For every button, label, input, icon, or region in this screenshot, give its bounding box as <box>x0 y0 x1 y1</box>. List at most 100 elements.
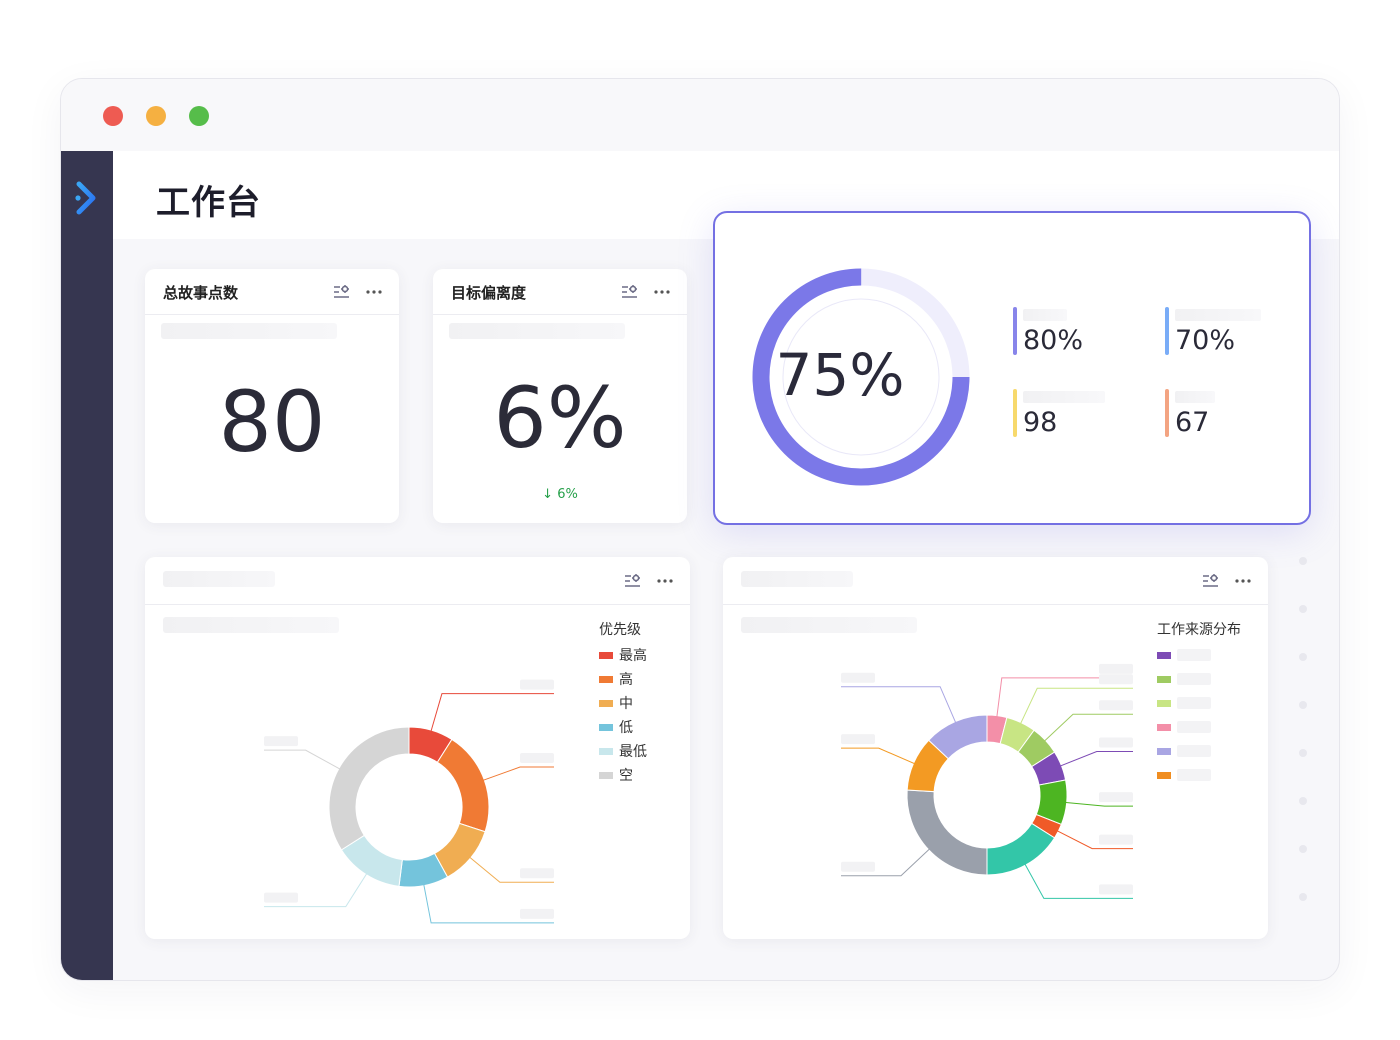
placeholder-label <box>1177 697 1211 709</box>
slice-label-placeholder <box>1099 737 1133 748</box>
more-icon[interactable] <box>656 573 674 589</box>
legend-item[interactable]: 高 <box>599 667 647 691</box>
slice-label-placeholder <box>841 861 875 872</box>
leader-line <box>1019 687 1133 725</box>
legend-swatch <box>599 771 613 779</box>
leader-line <box>482 766 554 782</box>
placeholder-text <box>449 323 625 339</box>
gauge-progress-arc <box>752 268 970 486</box>
placeholder-label <box>1177 721 1211 733</box>
settings-list-icon[interactable] <box>1202 573 1220 589</box>
placeholder-label <box>1177 673 1211 685</box>
page-title: 工作台 <box>156 183 261 223</box>
legend-swatch <box>599 699 613 707</box>
app-logo-icon[interactable] <box>73 181 99 217</box>
stat-value: 67 <box>1175 407 1210 438</box>
legend-item[interactable]: 最低 <box>599 739 647 763</box>
source-chart-card: 工作来源分布 <box>723 557 1268 939</box>
placeholder-title <box>741 571 853 587</box>
scroll-dot <box>1299 893 1307 901</box>
leader-line <box>1059 751 1133 767</box>
legend-item[interactable]: 最高 <box>599 643 647 667</box>
donut-slice[interactable] <box>906 789 988 876</box>
slice-label-placeholder <box>520 679 554 690</box>
priority-chart-card: 优先级 最高 高 中 低 最低 空 <box>145 557 690 939</box>
donut-slice[interactable] <box>986 822 1056 876</box>
title-bar <box>61 79 1339 151</box>
legend-swatch <box>1157 699 1171 707</box>
gauge-value: 75% <box>775 341 905 409</box>
leader-line <box>1056 829 1133 850</box>
legend-label: 最高 <box>619 648 647 664</box>
scroll-dot <box>1299 557 1307 565</box>
settings-list-icon[interactable] <box>621 284 639 300</box>
card-title: 目标偏离度 <box>451 284 527 302</box>
legend-item[interactable]: 低 <box>599 715 647 739</box>
legend-item[interactable] <box>1157 739 1241 763</box>
stat-color-bar <box>1013 307 1017 355</box>
legend-swatch <box>1157 723 1171 731</box>
legend-item[interactable] <box>1157 763 1241 787</box>
more-icon[interactable] <box>365 284 383 300</box>
stat-value: 70% <box>1175 325 1236 356</box>
slice-label-placeholder <box>1099 663 1133 674</box>
leader-line <box>1064 801 1133 807</box>
scroll-dot <box>1299 605 1307 613</box>
goal-deviation-value: 6% <box>493 369 627 467</box>
legend-swatch <box>1157 651 1171 659</box>
stat-color-bar <box>1165 307 1169 355</box>
scroll-dot <box>1299 749 1307 757</box>
close-window-button[interactable] <box>103 106 123 126</box>
card-title: 总故事点数 <box>163 284 239 302</box>
app-window: 工作台 总故事点数 80 目标偏离度 <box>60 78 1340 981</box>
source-donut-chart <box>841 663 1133 899</box>
leader-line <box>264 872 368 908</box>
stat-color-bar <box>1013 389 1017 437</box>
maximize-window-button[interactable] <box>189 106 209 126</box>
placeholder-text <box>163 617 339 633</box>
more-icon[interactable] <box>653 284 671 300</box>
stat-value: 98 <box>1023 407 1058 438</box>
card-header <box>723 557 1268 605</box>
scroll-dot <box>1299 701 1307 709</box>
slice-label-placeholder <box>1099 792 1133 803</box>
placeholder-text <box>1175 309 1261 321</box>
scroll-dot <box>1299 845 1307 853</box>
legend-item[interactable] <box>1157 643 1241 667</box>
legend-item[interactable] <box>1157 715 1241 739</box>
legend-swatch <box>1157 771 1171 779</box>
placeholder-label <box>1177 649 1211 661</box>
stat-value: 80% <box>1023 325 1084 356</box>
scroll-dot <box>1299 653 1307 661</box>
card-header: 总故事点数 <box>145 269 399 315</box>
leader-line <box>996 677 1133 718</box>
legend-item[interactable]: 中 <box>599 691 647 715</box>
total-incidents-value: 80 <box>218 373 326 471</box>
minimize-window-button[interactable] <box>146 106 166 126</box>
source-legend: 工作来源分布 <box>1157 619 1241 787</box>
leader-line <box>841 848 931 877</box>
total-incidents-card: 总故事点数 80 <box>145 269 399 523</box>
slice-label-placeholder <box>841 672 875 683</box>
settings-list-icon[interactable] <box>624 573 642 589</box>
legend-swatch <box>599 723 613 731</box>
legend-item[interactable] <box>1157 667 1241 691</box>
slice-label-placeholder <box>520 753 554 764</box>
settings-list-icon[interactable] <box>333 284 351 300</box>
slice-label-placeholder <box>1099 674 1133 685</box>
gauge-inner-ring <box>782 298 940 456</box>
card-header: 目标偏离度 <box>433 269 687 315</box>
placeholder-text <box>161 323 337 339</box>
stat-color-bar <box>1165 389 1169 437</box>
scroll-dot <box>1299 797 1307 805</box>
more-icon[interactable] <box>1234 573 1252 589</box>
placeholder-text <box>741 617 917 633</box>
donut-slice[interactable] <box>436 738 490 833</box>
leader-line <box>468 856 554 883</box>
legend-item[interactable] <box>1157 691 1241 715</box>
placeholder-label <box>1177 769 1211 781</box>
donut-slice[interactable] <box>328 726 410 851</box>
priority-donut-chart <box>264 679 554 924</box>
legend-item[interactable]: 空 <box>599 763 647 787</box>
donut-slice[interactable] <box>927 714 988 760</box>
